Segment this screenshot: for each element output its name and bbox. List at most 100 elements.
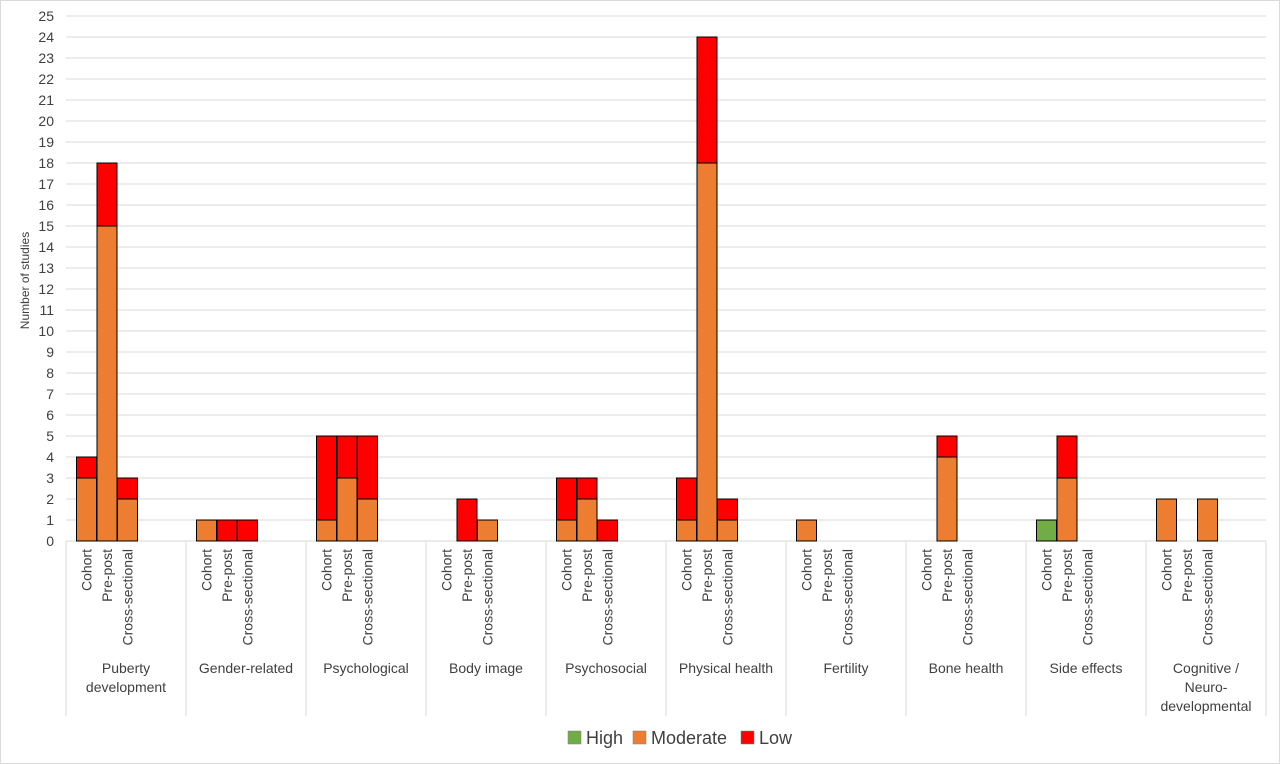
bar-segment-low <box>117 477 138 500</box>
bar-segment-moderate <box>336 477 358 542</box>
bar-segment-low <box>76 456 97 479</box>
x-tick-label: Pre-post <box>939 549 955 602</box>
y-tick-label: 5 <box>46 428 54 444</box>
category-label: Physical health <box>679 660 773 676</box>
x-tick-label: Cohort <box>1039 549 1055 591</box>
bar-segment-moderate <box>796 519 817 542</box>
x-tick-label: Pre-post <box>1059 549 1075 602</box>
x-tick-label: Pre-post <box>579 549 595 602</box>
bar-segment-moderate <box>696 162 718 542</box>
bar-segment-low <box>936 435 958 458</box>
x-tick-label: Pre-post <box>99 549 115 602</box>
category-label: Body image <box>449 660 523 676</box>
y-tick-label: 2 <box>46 491 54 507</box>
category-label: Cognitive / <box>1173 660 1239 676</box>
x-tick-label: Cross-sectional <box>960 549 976 645</box>
x-tick-label: Cohort <box>439 549 455 591</box>
y-tick-label: 25 <box>38 8 54 24</box>
category-label: Side effects <box>1050 660 1123 676</box>
x-tick-label: Cross-sectional <box>1200 549 1216 645</box>
y-tick-label: 10 <box>38 323 54 339</box>
x-tick-label: Pre-post <box>699 549 715 602</box>
x-tick-label: Cross-sectional <box>480 549 496 645</box>
y-tick-label: 24 <box>38 29 54 45</box>
y-tick-label: 11 <box>39 302 54 318</box>
x-tick-label: Cohort <box>319 549 335 591</box>
bar-segment-moderate <box>477 519 498 542</box>
y-tick-label: 15 <box>38 218 54 234</box>
y-tick-label: 7 <box>46 386 54 402</box>
bar-segment-low <box>357 435 378 500</box>
legend-label-moderate: Moderate <box>651 728 727 748</box>
bar-segment-high <box>1036 519 1057 542</box>
category-label: Puberty <box>102 660 150 676</box>
bar-segment-low <box>576 477 598 500</box>
x-tick-label: Cohort <box>1159 549 1175 591</box>
y-tick-label: 22 <box>38 71 54 87</box>
bar-segment-moderate <box>357 498 378 542</box>
category-label: Fertility <box>823 660 868 676</box>
bar-segment-low <box>456 498 478 542</box>
category-label: development <box>86 679 166 695</box>
bar-segment-low <box>556 477 577 521</box>
x-tick-label: Pre-post <box>339 549 355 602</box>
x-tick-label: Cross-sectional <box>600 549 616 645</box>
category-label: Psychological <box>323 660 409 676</box>
y-tick-label: 18 <box>38 155 54 171</box>
bar-segment-low <box>316 435 337 521</box>
x-tick-label: Cohort <box>199 549 215 591</box>
x-tick-label: Cohort <box>79 549 95 591</box>
bar-segment-moderate <box>1056 477 1078 542</box>
x-tick-label: Pre-post <box>819 549 835 602</box>
y-axis-label: Number of studies <box>18 232 32 329</box>
y-tick-label: 1 <box>46 512 54 528</box>
y-tick-label: 12 <box>38 281 54 297</box>
y-tick-label: 21 <box>38 92 54 108</box>
y-tick-label: 23 <box>38 50 54 66</box>
legend-label-high: High <box>586 728 623 748</box>
y-tick-label: 19 <box>38 134 54 150</box>
category-label: developmental <box>1160 698 1251 714</box>
y-tick-label: 16 <box>38 197 54 213</box>
legend-swatch-high <box>567 730 582 745</box>
bar-segment-moderate <box>576 498 598 542</box>
bar-segment-moderate <box>117 498 138 542</box>
legend-swatch-low <box>740 730 755 745</box>
y-tick-label: 4 <box>46 449 54 465</box>
bar-segment-low <box>717 498 738 521</box>
x-tick-label: Cross-sectional <box>1080 549 1096 645</box>
bar-segment-moderate <box>1156 498 1177 542</box>
y-tick-label: 0 <box>46 533 54 549</box>
x-tick-label: Cross-sectional <box>360 549 376 645</box>
bar-segment-low <box>696 36 718 164</box>
bar-segment-moderate <box>76 477 97 542</box>
category-label: Bone health <box>929 660 1004 676</box>
bar-segment-moderate <box>96 225 118 542</box>
bar-segment-low <box>597 519 618 542</box>
y-tick-label: 13 <box>38 260 54 276</box>
y-tick-label: 6 <box>46 407 54 423</box>
y-tick-label: 14 <box>38 239 54 255</box>
x-tick-label: Cohort <box>799 549 815 591</box>
x-tick-label: Pre-post <box>219 549 235 602</box>
y-tick-label: 20 <box>38 113 54 129</box>
bar-segment-moderate <box>676 519 697 542</box>
x-tick-label: Cohort <box>679 549 695 591</box>
bar-segment-low <box>336 435 358 479</box>
x-tick-label: Cross-sectional <box>840 549 856 645</box>
x-tick-label: Cross-sectional <box>240 549 256 645</box>
legend-label-low: Low <box>759 728 793 748</box>
bar-segment-moderate <box>717 519 738 542</box>
x-tick-label: Pre-post <box>1179 549 1195 602</box>
bar-segment-low <box>96 162 118 227</box>
bar-segment-low <box>676 477 697 521</box>
x-tick-label: Cross-sectional <box>120 549 136 645</box>
bar-segment-low <box>237 519 258 542</box>
x-tick-label: Pre-post <box>459 549 475 602</box>
legend-swatch-moderate <box>632 730 647 745</box>
bar-segment-moderate <box>936 456 958 542</box>
category-label: Neuro- <box>1185 679 1228 695</box>
bar-segment-moderate <box>1197 498 1218 542</box>
x-tick-label: Cross-sectional <box>720 549 736 645</box>
